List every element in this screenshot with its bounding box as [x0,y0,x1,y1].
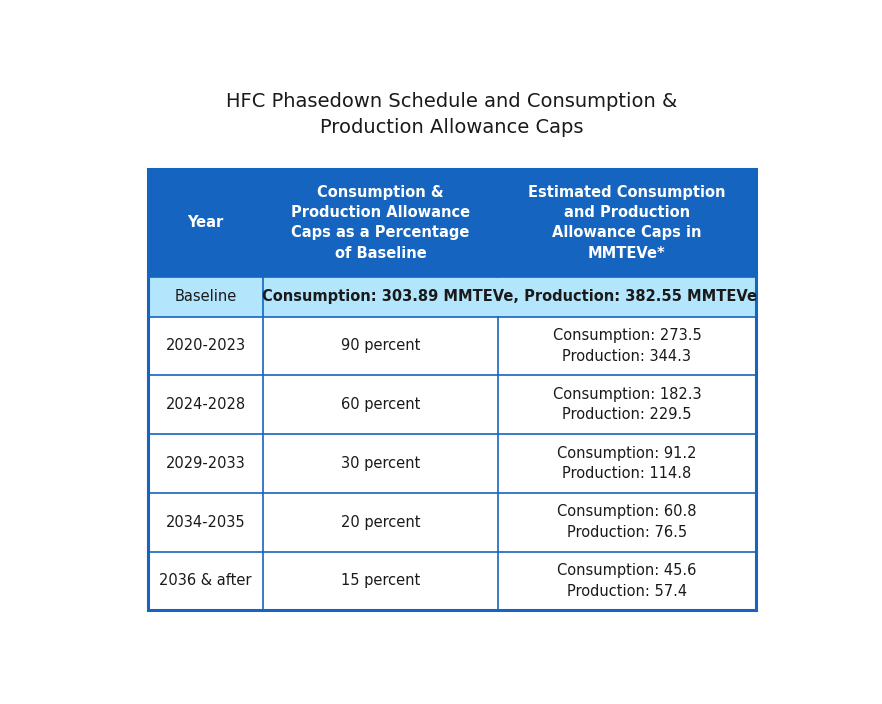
Bar [497,551,756,610]
Text: 15 percent: 15 percent [341,574,420,589]
Text: 30 percent: 30 percent [341,456,420,471]
Text: 2020-2023: 2020-2023 [166,339,246,353]
Bar [497,168,756,277]
Text: 2036 & after: 2036 & after [160,574,252,589]
Bar [264,168,497,277]
Bar [264,551,497,610]
Bar [264,277,756,317]
Text: Consumption: 273.5
Production: 344.3: Consumption: 273.5 Production: 344.3 [552,328,701,363]
Bar [148,168,756,610]
Bar [264,317,497,375]
Text: Baseline: Baseline [175,289,236,304]
Bar [148,375,264,434]
Text: 2024-2028: 2024-2028 [166,397,246,412]
Text: Estimated Consumption
and Production
Allowance Caps in
MMTEVe*: Estimated Consumption and Production All… [528,184,726,260]
Text: HFC Phasedown Schedule and Consumption &
Production Allowance Caps: HFC Phasedown Schedule and Consumption &… [227,92,677,137]
Bar [148,434,264,493]
Text: Consumption &
Production Allowance
Caps as a Percentage
of Baseline: Consumption & Production Allowance Caps … [291,184,470,260]
Text: Consumption: 60.8
Production: 76.5: Consumption: 60.8 Production: 76.5 [557,505,697,540]
Bar [264,434,497,493]
Text: Consumption: 303.89 MMTEVe, Production: 382.55 MMTEVe: Consumption: 303.89 MMTEVe, Production: … [262,289,758,304]
Bar [264,493,497,551]
Text: Consumption: 91.2
Production: 114.8: Consumption: 91.2 Production: 114.8 [557,446,697,481]
Bar [148,168,264,277]
Bar [148,551,264,610]
Text: 2029-2033: 2029-2033 [166,456,245,471]
Bar [497,375,756,434]
Bar [148,493,264,551]
Bar [148,277,264,317]
Bar [497,317,756,375]
Text: 90 percent: 90 percent [340,339,420,353]
Bar [497,434,756,493]
Bar [148,317,264,375]
Text: 2034-2035: 2034-2035 [166,515,245,529]
Bar [497,493,756,551]
Text: 20 percent: 20 percent [340,515,421,529]
Bar [264,375,497,434]
Text: Consumption: 182.3
Production: 229.5: Consumption: 182.3 Production: 229.5 [553,387,701,422]
Text: 60 percent: 60 percent [340,397,420,412]
Text: Consumption: 45.6
Production: 57.4: Consumption: 45.6 Production: 57.4 [557,563,697,598]
Text: Year: Year [188,215,224,230]
